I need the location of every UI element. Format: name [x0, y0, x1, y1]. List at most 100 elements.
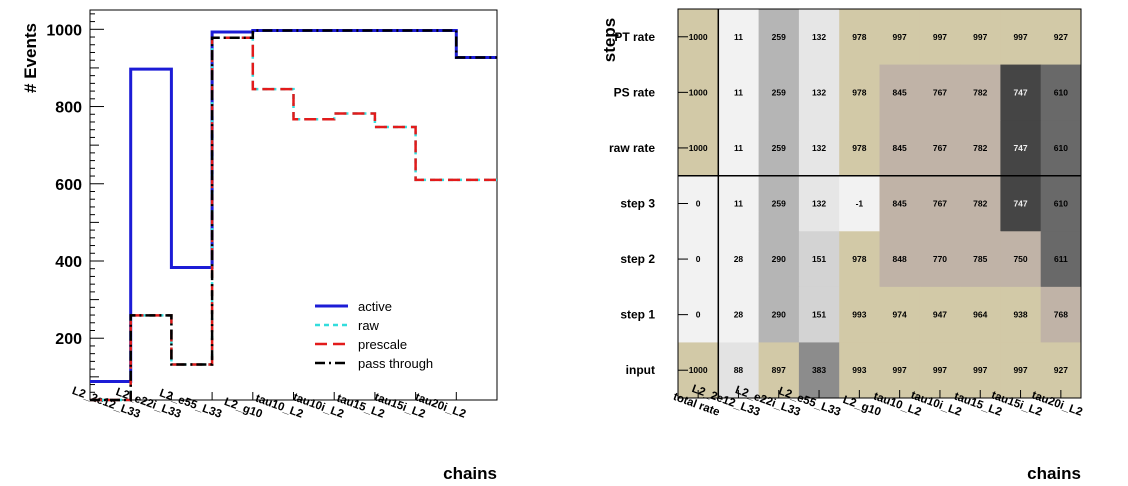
cell-value: 1000 [689, 87, 708, 97]
heatmap-cell [1040, 175, 1082, 232]
cell-value: 151 [812, 310, 826, 320]
row-label: PT rate [614, 30, 655, 44]
cell-value: 782 [973, 143, 987, 153]
cell-value: 978 [852, 87, 866, 97]
heatmap-cell [879, 64, 921, 121]
cell-value: 848 [893, 254, 907, 264]
cell-value: 978 [852, 143, 866, 153]
cell-value: 750 [1013, 254, 1027, 264]
heatmap-cell [839, 175, 880, 232]
cell-value: 767 [933, 143, 947, 153]
heatmap-cell [798, 342, 840, 399]
heatmap-cell [879, 342, 921, 399]
heatmap-cell [839, 231, 880, 288]
heatmap-cell [960, 175, 1001, 232]
heatmap-cell [839, 286, 880, 343]
cell-value: 997 [893, 365, 907, 375]
y-tick-label: 400 [55, 254, 82, 271]
heatmap-cell [960, 120, 1001, 177]
heatmap-cell [960, 286, 1001, 343]
cell-value: 151 [812, 254, 826, 264]
heatmap-cell [919, 64, 961, 121]
cell-value: 997 [973, 365, 987, 375]
heatmap-cell [718, 120, 760, 177]
heatmap-cell [1000, 175, 1042, 232]
y-tick-label: 800 [55, 100, 82, 117]
cell-value: 11 [734, 143, 743, 153]
heatmap-cell [1040, 231, 1082, 288]
heatmap-cell [1000, 231, 1042, 288]
cell-value: 11 [734, 87, 743, 97]
row-label: raw rate [609, 141, 655, 155]
heatmap-cell [1040, 64, 1082, 121]
heatmap-cell [1000, 286, 1042, 343]
y-tick-label: 600 [55, 177, 82, 194]
cell-value: 383 [812, 365, 826, 375]
cell-value: 978 [852, 32, 866, 42]
cell-value: 0 [696, 310, 701, 320]
cell-value: 997 [893, 32, 907, 42]
cell-value: 747 [1013, 87, 1027, 97]
y-axis-title: # Events [21, 23, 40, 93]
heatmap-cell [1040, 342, 1082, 399]
legend-label: raw [358, 318, 380, 333]
cell-value: 938 [1013, 310, 1027, 320]
heatmap-cell [758, 120, 800, 177]
cell-value: 11 [734, 32, 743, 42]
series-line-pass-through [90, 29, 497, 402]
cell-value: 1000 [689, 365, 708, 375]
cell-value: 997 [973, 32, 987, 42]
heatmap-cell [798, 286, 840, 343]
cell-value: 997 [1013, 365, 1027, 375]
cell-value: 997 [933, 365, 947, 375]
heatmap-cell [879, 120, 921, 177]
cell-value: 845 [893, 143, 907, 153]
cell-value: 11 [734, 199, 743, 209]
heatmap-cell [758, 175, 800, 232]
heatmap-cell [1000, 64, 1042, 121]
cell-value: 747 [1013, 143, 1027, 153]
heatmap-cell [718, 231, 760, 288]
heatmap-cell [718, 9, 760, 66]
cell-value: 785 [973, 254, 987, 264]
heatmap-cell [960, 9, 1001, 66]
y-tick-label: 1000 [46, 22, 82, 39]
legend-label: pass through [358, 356, 433, 371]
cell-value: 947 [933, 310, 947, 320]
cell-value: 611 [1054, 254, 1068, 264]
heatmap-cell [758, 342, 800, 399]
cell-value: 767 [933, 199, 947, 209]
cell-value: 610 [1054, 143, 1068, 153]
heatmap-cell [839, 342, 880, 399]
heatmap-cell [758, 231, 800, 288]
row-label: step 2 [620, 252, 655, 266]
y-tick-label: 200 [55, 331, 82, 348]
x-axis-title: chains [443, 464, 497, 483]
heatmap-frame [677, 8, 1082, 399]
cell-value: 747 [1013, 199, 1027, 209]
heatmap-cell [919, 231, 961, 288]
heatmap-cell [919, 175, 961, 232]
cell-value: 768 [1054, 310, 1068, 320]
legend-label: active [358, 299, 392, 314]
cell-value: 28 [734, 310, 744, 320]
cell-value: 845 [893, 87, 907, 97]
heatmap-cell [798, 9, 840, 66]
heatmap-cell [1000, 9, 1042, 66]
heatmap-cell [758, 64, 800, 121]
row-label: step 3 [620, 197, 655, 211]
heatmap-cell [798, 231, 840, 288]
cell-value: 767 [933, 87, 947, 97]
heatmap-cell [798, 64, 840, 121]
cell-value: 0 [696, 199, 701, 209]
cell-value: 259 [772, 32, 786, 42]
heatmap-cell [839, 64, 880, 121]
heatmap-cell [960, 231, 1001, 288]
heatmap-cell [839, 9, 880, 66]
heatmap-cell [960, 64, 1001, 121]
cell-value: 993 [852, 365, 866, 375]
cell-value: 259 [772, 199, 786, 209]
row-label: PS rate [614, 85, 656, 99]
